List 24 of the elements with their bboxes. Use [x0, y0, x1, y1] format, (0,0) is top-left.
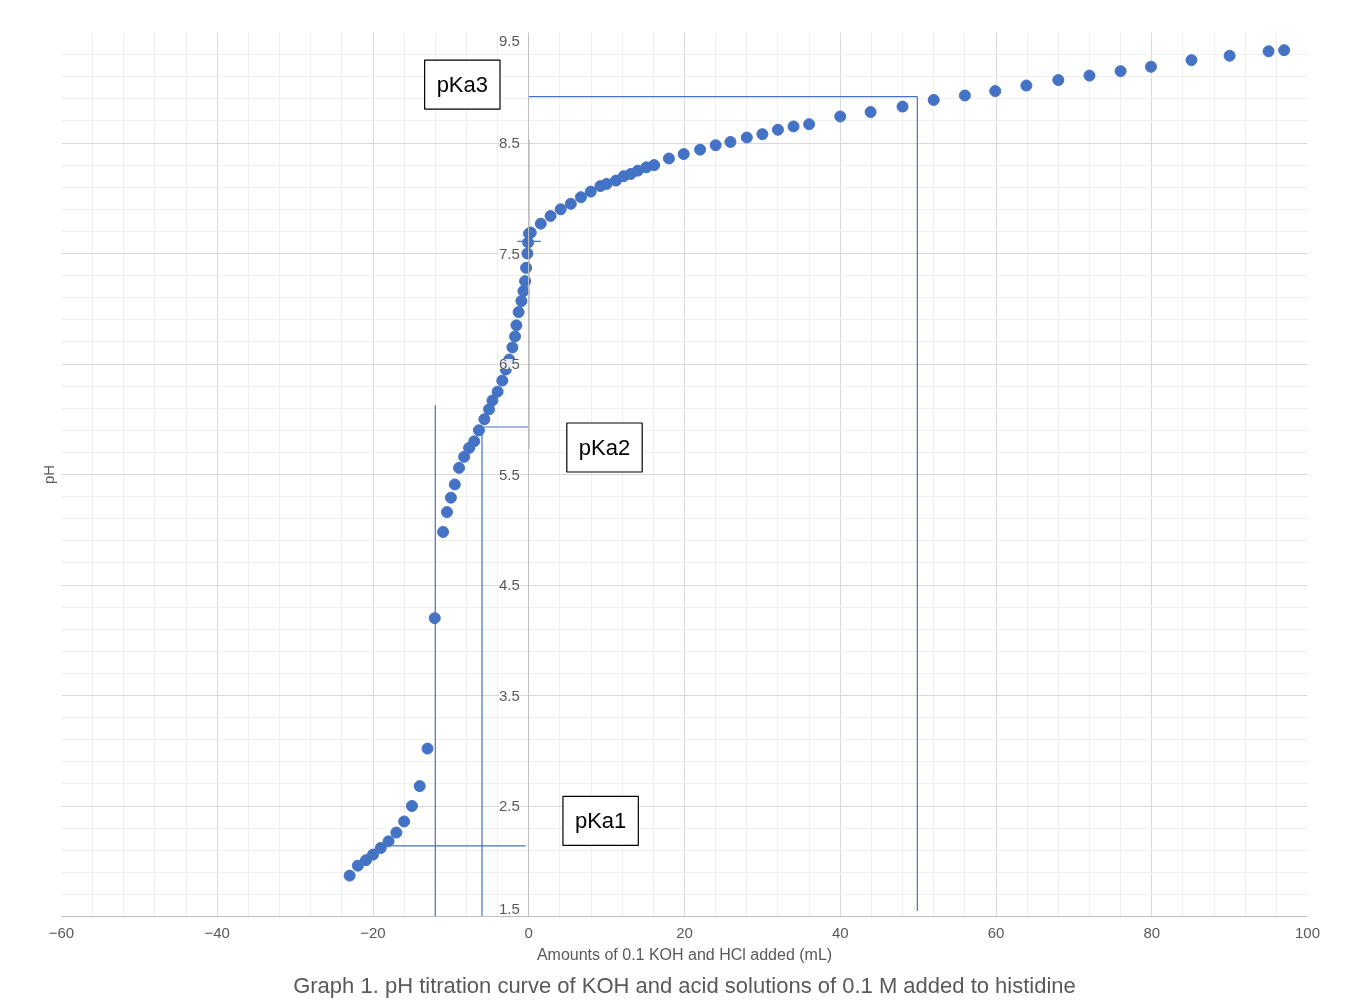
annotation: pKa2 [578, 435, 631, 460]
x-tick-label: −60 [48, 923, 75, 941]
y-axis-title: pH [39, 464, 57, 485]
y-tick-label: 9.5 [498, 31, 520, 49]
y-tick-label: 7.5 [498, 244, 520, 262]
x-tick-label: 60 [987, 923, 1005, 941]
y-tick-label: 4.5 [498, 576, 520, 593]
x-tick-label: −40 [204, 923, 230, 941]
annotation: pKa3 [436, 72, 489, 98]
y-tick-label: 8.5 [498, 134, 520, 151]
y-tick-label: 1.5 [498, 899, 520, 917]
y-tick-label: 5.5 [498, 465, 520, 483]
x-tick-label: 100 [1294, 923, 1321, 941]
y-tick-label: 6.5 [498, 355, 520, 372]
x-tick-label: −20 [360, 923, 386, 941]
x-tick-label: 40 [831, 923, 849, 941]
y-tick-label: 3.5 [498, 686, 520, 704]
x-tick-label: 0 [524, 923, 533, 941]
x-tick-label: 20 [676, 923, 693, 941]
caption: Graph 1. pH titration curve of KOH and acid solutions of 0.1 M added to histidine [293, 972, 1076, 998]
y-tick-label: 2.5 [498, 797, 520, 814]
x-axis-title: Amounts of 0.1 KOH and HCl added (mL) [536, 945, 833, 963]
annotation: pKa1 [574, 808, 627, 834]
x-tick-label: 80 [1143, 923, 1161, 941]
